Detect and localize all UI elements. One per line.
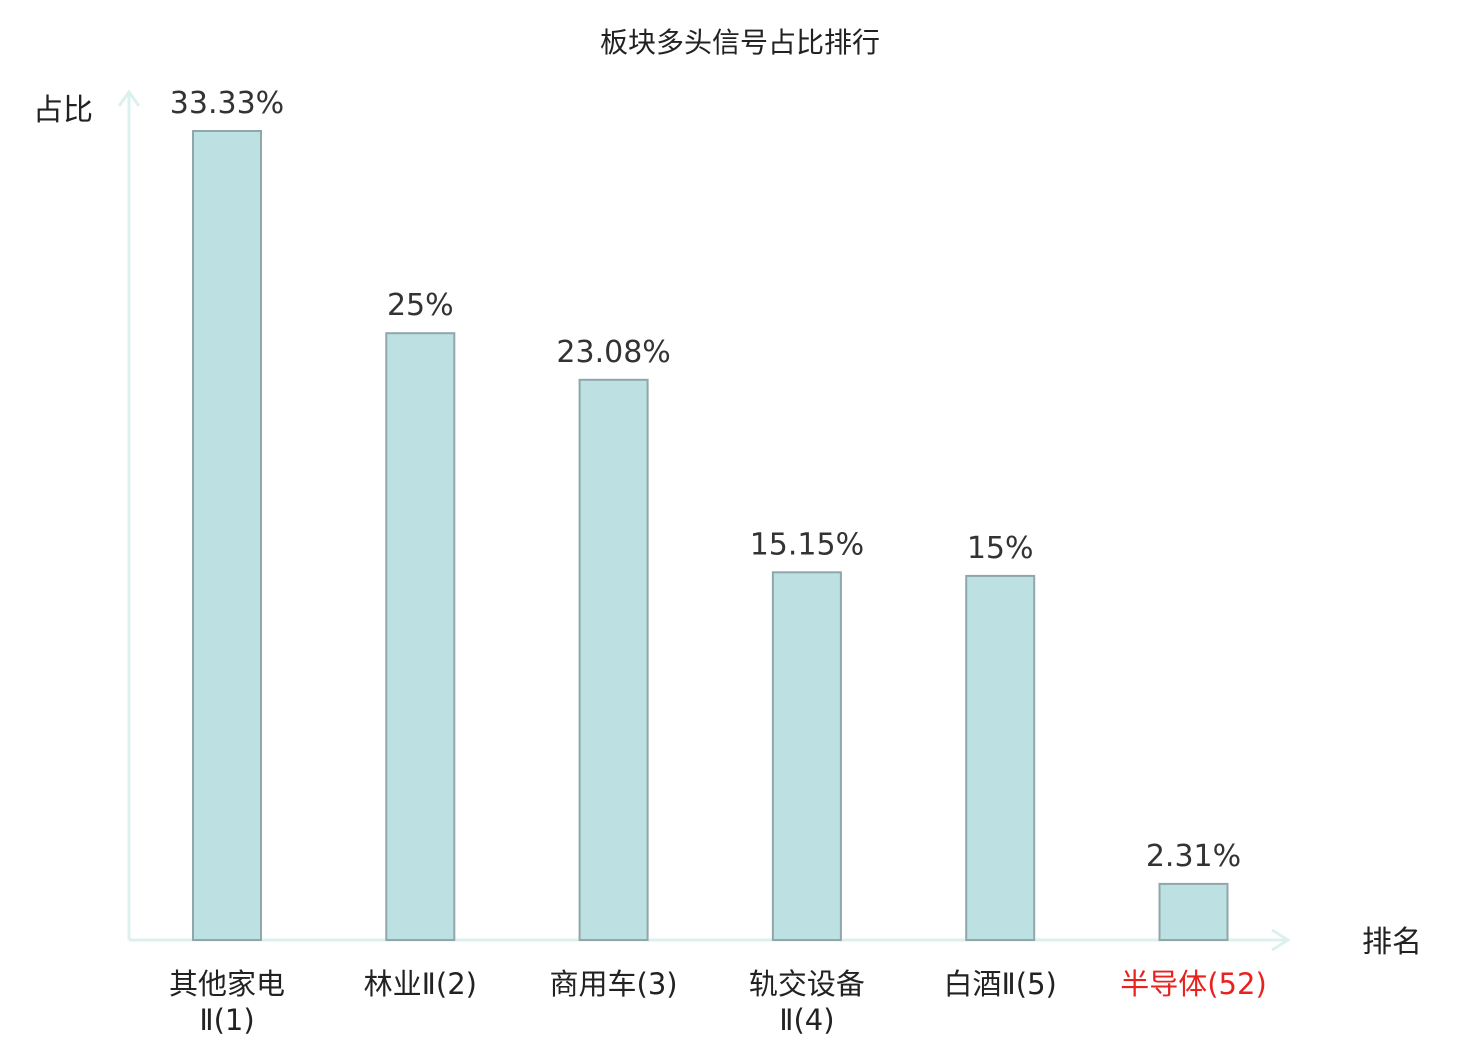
y-axis-arrow <box>117 89 141 107</box>
x-axis-label: 排名 <box>1362 925 1422 960</box>
value-label-2: 25% <box>387 288 454 323</box>
value-label-6: 2.31% <box>1146 839 1241 874</box>
bar-6 <box>1158 882 1229 942</box>
value-label-3: 23.08% <box>556 335 670 370</box>
y-axis <box>117 89 141 940</box>
category-label-4-line-2: Ⅱ(4) <box>779 1003 834 1037</box>
category-label-3: 商用车(3) <box>550 967 678 1001</box>
category-label-2: 林业Ⅱ(2) <box>364 967 477 1001</box>
x-axis-arrow <box>1271 928 1291 952</box>
value-label-1: 33.33% <box>170 86 284 121</box>
value-label-5: 15% <box>967 531 1034 566</box>
bar-3 <box>578 378 649 941</box>
bar-5 <box>965 574 1036 942</box>
bar-4 <box>771 571 842 941</box>
x-axis <box>129 928 1291 952</box>
bar-series <box>192 130 1229 942</box>
category-label-6: 半导体(52) <box>1120 967 1267 1001</box>
chart-title: 板块多头信号占比排行 <box>600 26 880 59</box>
category-label-5: 白酒Ⅱ(5) <box>944 967 1057 1001</box>
y-axis-label: 占比 <box>33 93 93 128</box>
value-label-4: 15.15% <box>750 527 864 562</box>
bar-1 <box>192 130 262 941</box>
bar-2 <box>385 332 456 941</box>
value-labels: 33.33% 25% 23.08% 15.15% 15% 2.31% <box>170 86 1241 874</box>
category-label-1-line-2: Ⅱ(1) <box>199 1003 254 1037</box>
category-label-1-line-1: 其他家电 <box>169 967 285 1001</box>
category-label-4-line-1: 轨交设备 <box>749 967 865 1001</box>
